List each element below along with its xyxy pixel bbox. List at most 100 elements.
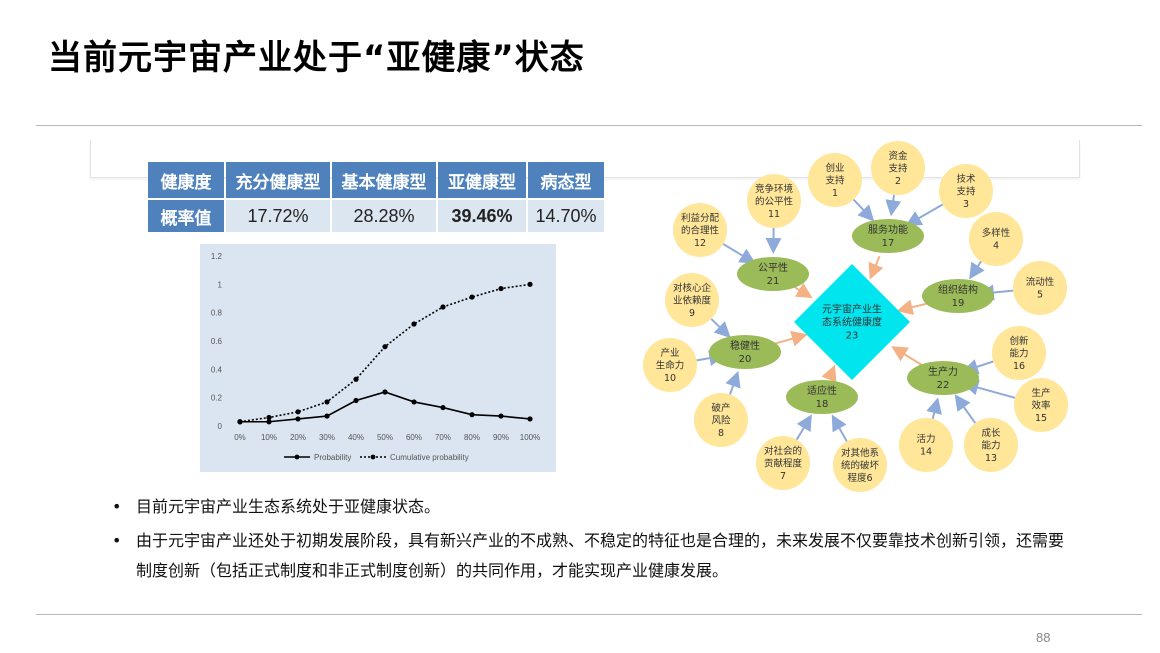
yellow-node-label: 资金 (888, 150, 908, 162)
green-node (922, 279, 994, 313)
ecosystem-health-diagram: 元宇宙产业生 态系统健康度 23 服务功能 17 公平性 21 组织结构 19 稳健性 20 适应性 1… (636, 140, 1086, 500)
yellow-node-label: 生产 (1031, 387, 1050, 399)
green-node-label: 组织结构 (938, 283, 978, 296)
probability-chart-svg: 0 0.2 0.4 0.6 0.8 1 1.2 0% 10% 20% 30% 40% 50% 60% 70%… (211, 252, 540, 462)
x-tick-label: 50% (377, 433, 393, 442)
yellow-node (899, 418, 953, 472)
yellow-node-label: 12 (694, 238, 706, 249)
yellow-node-label: 的公平性 (755, 195, 794, 207)
data-point (411, 321, 417, 327)
yellow-node-label: 16 (1013, 361, 1025, 372)
yellow-node-label: 业依赖度 (673, 294, 712, 306)
ecosystem-diagram-svg: 元宇宙产业生态系统健康度23服务功能17公平性21组织结构19稳健性20适应性1… (643, 141, 1068, 492)
x-tick-label: 80% (464, 433, 480, 442)
x-tick-label: 100% (520, 433, 540, 442)
table-cell: 28.28% (332, 200, 436, 232)
data-point (237, 419, 243, 425)
green-node-label: 18 (816, 399, 829, 410)
arrow-blue (905, 203, 944, 227)
top-divider (36, 125, 1142, 126)
arrow-orange (821, 364, 837, 383)
x-tick-label: 30% (319, 433, 335, 442)
yellow-node (643, 338, 697, 392)
arrow-blue (831, 414, 848, 442)
yellow-node-label: 利益分配 (681, 212, 720, 224)
data-point (324, 399, 330, 405)
green-node-label: 22 (937, 380, 950, 391)
yellow-node-label: 流动性 (1026, 276, 1055, 288)
bullet-icon: • (112, 497, 122, 516)
page-title: 当前元宇宙产业处于“亚健康”状态 (48, 38, 585, 78)
data-point (324, 413, 330, 419)
x-tick-label: 0% (234, 433, 246, 442)
yellow-node-label: 11 (768, 209, 780, 220)
yellow-node-label: 的合理性 (681, 224, 720, 236)
center-label: 元宇宙产业生 (822, 303, 882, 316)
arrow-blue (885, 194, 902, 217)
yellow-node-label: 4 (993, 241, 999, 252)
yellow-node-label: 多样性 (982, 227, 1011, 239)
table-header-cell: 基本健康型 (332, 162, 436, 198)
data-point (498, 413, 504, 419)
data-point (266, 414, 272, 421)
y-tick-label: 1.2 (211, 252, 223, 261)
bullet-text: 由于元宇宙产业还处于初期发展阶段，具有新兴产业的不成熟、不稳定的特征也是合理的，… (136, 531, 1065, 580)
table-header-row: 健康度 充分健康型 基本健康型 亚健康型 病态型 (148, 162, 604, 198)
yellow-node-label: 产业 (660, 347, 679, 359)
x-tick-label: 60% (406, 433, 422, 442)
table-cell: 14.70% (528, 200, 604, 232)
yellow-node (665, 273, 719, 327)
yellow-node-label: 对其他系 (841, 447, 879, 459)
yellow-node (871, 141, 925, 195)
yellow-node (756, 436, 810, 490)
yellow-node (1014, 378, 1068, 432)
yellow-node (833, 438, 887, 492)
series-line-probability (240, 391, 531, 423)
yellow-node (673, 203, 727, 257)
table-row: 概率值 17.72% 28.28% 39.46% 14.70% (148, 200, 604, 232)
arrow-blue (969, 260, 985, 280)
arrow-blue (722, 243, 756, 264)
yellow-node (694, 393, 748, 447)
probability-chart: 0 0.2 0.4 0.6 0.8 1 1.2 0% 10% 20% 30% 40% 50% 60% 70%… (200, 244, 556, 472)
yellow-node-label: 效率 (1031, 399, 1051, 411)
legend-label: Probability (314, 453, 351, 462)
y-tick-label: 1 (218, 280, 223, 289)
y-tick-label: 0.8 (211, 309, 223, 318)
yellow-node-label: 能力 (981, 439, 1000, 451)
y-tick-label: 0.6 (211, 337, 223, 346)
yellow-node-label: 程度6 (847, 472, 872, 484)
bottom-divider (36, 614, 1142, 615)
data-point (353, 397, 359, 404)
green-node (786, 380, 858, 414)
table-header-cell: 亚健康型 (438, 162, 526, 198)
legend-marker (370, 454, 376, 460)
table-header-cell: 健康度 (148, 162, 224, 198)
yellow-node-label: 生命力 (656, 359, 685, 371)
yellow-node (939, 164, 993, 218)
green-node (737, 257, 809, 291)
yellow-node-label: 支持 (956, 185, 976, 197)
green-node-label: 稳健性 (730, 339, 760, 352)
yellow-node-label: 能力 (1009, 347, 1028, 359)
yellow-node-label: 技术 (956, 173, 976, 185)
page-number: 88 (1036, 630, 1051, 645)
center-diamond (794, 264, 910, 380)
green-node (852, 219, 924, 253)
yellow-node (1013, 261, 1067, 315)
data-point (353, 376, 359, 382)
green-node-label: 公平性 (758, 261, 788, 274)
data-point (440, 304, 446, 310)
yellow-node-label: 竞争环境 (755, 183, 794, 195)
yellow-node-label: 3 (963, 199, 969, 210)
yellow-node-label: 5 (1037, 290, 1043, 301)
arrow-blue (725, 370, 741, 395)
yellow-node-label: 支持 (825, 174, 845, 186)
yellow-node-label: 活力 (916, 433, 935, 445)
green-node-label: 生产力 (928, 365, 958, 378)
table-row-label: 概率值 (148, 200, 224, 232)
yellow-node-label: 9 (689, 308, 695, 319)
data-point (469, 412, 475, 418)
x-tick-label: 10% (261, 433, 277, 442)
yellow-node-label: 成长 (981, 427, 1001, 439)
